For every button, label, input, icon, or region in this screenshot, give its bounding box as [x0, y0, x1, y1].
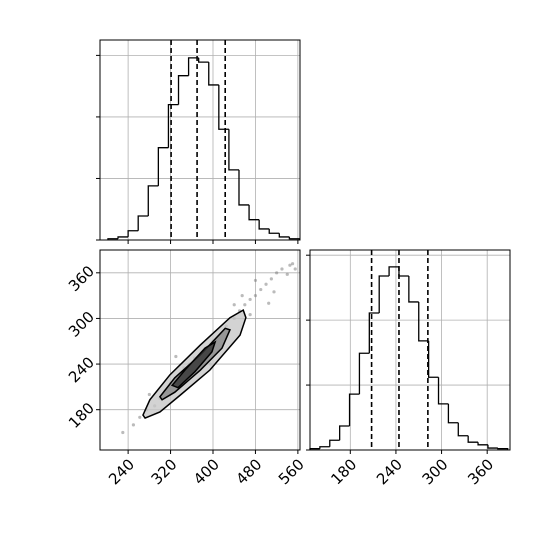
x-tick-label: 320 [148, 455, 181, 488]
histogram-bin [388, 266, 399, 276]
histogram-bin [187, 57, 199, 76]
histogram-bin [339, 425, 350, 441]
x-tick-label: 400 [190, 455, 223, 488]
histogram-bin [238, 169, 250, 206]
y-tick-label: 240 [65, 353, 98, 386]
sample-point [288, 263, 292, 267]
histogram-bin [447, 403, 459, 424]
sample-point [121, 430, 125, 435]
sample-point [285, 272, 289, 276]
histogram-bin [329, 439, 340, 447]
histogram-bin [167, 103, 179, 148]
histogram-bin [137, 215, 149, 231]
x-tick-label: 480 [232, 455, 265, 488]
histogram-bin [437, 377, 449, 405]
histogram-bin [278, 233, 290, 238]
x-tick-label: 240 [373, 455, 406, 488]
histogram-bin [258, 219, 270, 230]
histogram-bin [487, 444, 498, 449]
sample-point [293, 267, 297, 271]
histogram-bin [208, 62, 219, 86]
sample-point [248, 297, 252, 302]
sample-point [131, 423, 136, 427]
histogram-bin [408, 275, 419, 303]
sample-point [272, 290, 276, 294]
sample-point [253, 278, 258, 283]
x-tick-label: 300 [419, 455, 452, 488]
sample-point [138, 415, 142, 419]
sample-point [259, 287, 263, 292]
histogram-bin [358, 352, 370, 395]
histogram-bin [398, 266, 409, 277]
histogram-bin [198, 57, 209, 63]
x-tick-label: 360 [464, 455, 497, 488]
histogram-bin [319, 446, 330, 449]
sample-point [280, 267, 284, 271]
histogram-bin [467, 435, 479, 443]
sample-point [174, 354, 178, 359]
axes-frame [99, 39, 301, 241]
x-tick-label: 180 [327, 455, 360, 488]
histogram-bin [228, 129, 239, 171]
histogram-bin [177, 75, 189, 105]
sample-point [147, 392, 151, 397]
sample-point [290, 262, 295, 266]
sample-point [275, 271, 279, 275]
histogram-bin [127, 230, 139, 237]
histogram-bin [457, 422, 469, 437]
y-tick-label: 300 [65, 308, 98, 341]
histogram-bin [378, 275, 390, 313]
histogram-bin [147, 185, 159, 216]
sample-point [253, 294, 258, 298]
y-tick-label: 180 [65, 399, 98, 432]
contour [170, 340, 217, 389]
sample-point [232, 303, 236, 307]
sample-point [243, 303, 247, 307]
histogram-bin [248, 204, 260, 221]
sample-point [267, 301, 271, 305]
histogram-bin [157, 147, 169, 186]
sample-point [264, 282, 268, 286]
histogram-bin [117, 236, 129, 239]
histogram-bin [348, 393, 360, 426]
histogram-bin [368, 312, 380, 354]
x-tick-label: 240 [105, 455, 138, 488]
histogram-bin [288, 236, 301, 240]
x-tick-label: 560 [275, 455, 308, 488]
histogram-bin [427, 340, 439, 378]
histogram-bin [218, 84, 229, 130]
histogram-bin [497, 448, 509, 450]
axes-frame [99, 249, 301, 451]
histogram-bin [477, 442, 488, 446]
histogram-bin [268, 228, 280, 234]
sample-point [269, 277, 273, 281]
y-tick-label: 360 [65, 262, 98, 295]
histogram-bin [418, 301, 429, 342]
sample-point [248, 313, 252, 317]
axes-frame [309, 249, 511, 451]
sample-point [240, 294, 244, 298]
